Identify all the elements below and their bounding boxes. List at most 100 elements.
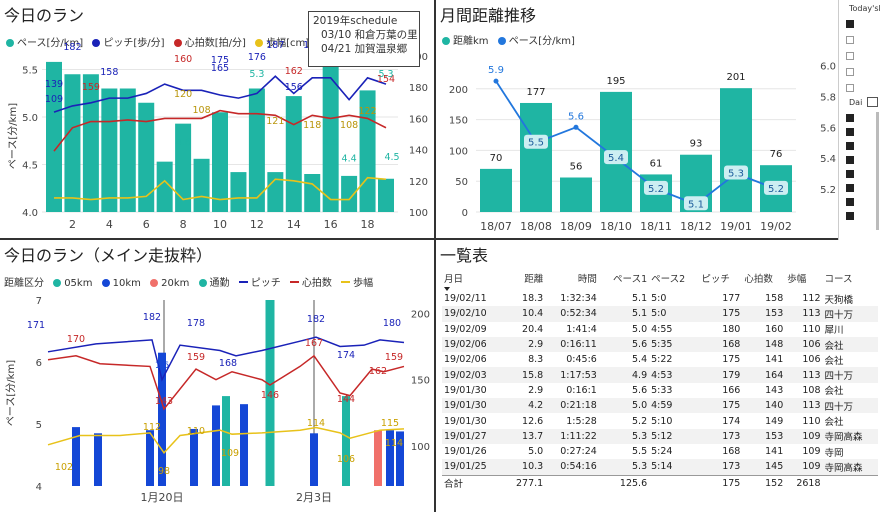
table-row[interactable]: 19/02/06 8.3 0:45:6 5.4 5:22 175 141 106 会社 — [442, 352, 878, 367]
tick-label-x: 19/02 — [760, 220, 792, 233]
bar — [193, 158, 210, 212]
bar — [248, 88, 265, 212]
tick-label-y2: 100 — [409, 208, 428, 219]
table-cell: 1:32:34 — [560, 293, 597, 305]
data-label: 5.1 — [688, 199, 704, 210]
table-cell: 会社 — [824, 417, 844, 429]
tick-label-x: 6 — [143, 218, 150, 231]
table-cell: 13.7 — [504, 428, 546, 444]
table-row[interactable]: 19/01/30 4.2 0:21:18 5.0 4:59 175 140 113 四十万 — [442, 398, 878, 414]
table-row[interactable]: 19/02/06 2.9 0:16:11 5.6 5:35 168 148 106 会社 — [442, 336, 878, 353]
table-row[interactable]: 19/01/30 12.6 1:5:28 5.2 5:10 174 149 110 会社 — [442, 413, 878, 429]
tick-label-x: 19/01 — [720, 220, 752, 233]
table-row[interactable]: 19/01/30 2.9 0:16:1 5.6 5:33 166 143 108 会社 — [442, 383, 878, 398]
slicer-checkbox[interactable] — [846, 52, 854, 60]
sort-desc-icon[interactable] — [444, 287, 450, 291]
tick-label-x: 10 — [213, 218, 227, 231]
table-row[interactable]: 19/02/09 20.4 1:41:4 5.0 4:55 180 160 110 犀川 — [442, 322, 878, 337]
column-header[interactable]: 心拍数 — [744, 274, 773, 285]
table-row[interactable]: 19/01/25 10.3 0:54:16 5.3 5:14 173 145 109 寺岡高森 — [442, 459, 878, 476]
table-cell: 5.1 — [632, 293, 648, 305]
expand-icon[interactable] — [867, 97, 878, 107]
scrollbar[interactable] — [876, 112, 879, 230]
tick-label-y: 4.5 — [22, 161, 38, 172]
tick-label-x: 18 — [361, 218, 375, 231]
table-row[interactable]: 19/02/03 15.8 1:17:53 4.9 4:53 179 164 113 四十万 — [442, 367, 878, 383]
main-run-chart: 4 5 6 7 100 150 200 ペース[分/km] 1月20日 2月3日 171 182 178… — [5, 296, 430, 504]
data-label: 159 — [187, 352, 205, 363]
panel-title: 今日のラン（メイン走抜粋） — [4, 246, 213, 265]
slicer-title: Today'sR — [849, 4, 880, 13]
column-header[interactable]: 時間 — [577, 274, 597, 285]
column-header[interactable]: 歩幅 — [787, 274, 807, 285]
tick-label-x: 2 — [69, 218, 76, 231]
slicer-checkbox[interactable] — [846, 184, 854, 192]
table-row[interactable]: 19/02/10 10.4 0:52:34 5.1 5:0 175 153 113 四十万 — [442, 306, 878, 322]
table-cell: 5.6 — [598, 336, 650, 353]
slicer-checkbox[interactable] — [846, 128, 854, 136]
bar — [212, 405, 220, 486]
table-row[interactable]: 19/01/26 5.0 0:27:24 5.5 5:24 168 141 109 寺岡 — [442, 444, 878, 459]
panel-todays-run: 今日のラン ペース[分/km] ピッチ[歩/分] 心拍数[拍/分] 歩幅[cm]… — [0, 0, 434, 238]
slicer-checkbox[interactable] — [846, 84, 854, 92]
table-cell: 1:17:53 — [545, 367, 599, 383]
bar — [64, 74, 81, 212]
table-cell: 12.6 — [522, 415, 544, 427]
tick-label-y2: 160 — [409, 114, 428, 125]
series-line — [54, 176, 387, 201]
data-label: 114 — [385, 438, 403, 449]
bar — [156, 161, 173, 212]
slicer-pane[interactable]: Today'sR Dai — [838, 0, 880, 240]
data-label: 170 — [67, 334, 85, 345]
table-cell: 109 — [785, 428, 823, 444]
axis-title-y: ペース[分/km] — [5, 360, 17, 426]
tick-label-y: 6 — [36, 358, 42, 369]
tick-label-y: 4 — [36, 482, 42, 493]
slicer-checkbox[interactable] — [846, 198, 854, 206]
bar — [378, 178, 394, 212]
column-header[interactable]: ペース1 — [613, 274, 648, 285]
table-cell: 0:27:24 — [560, 446, 597, 458]
legend-item: 心拍数[拍/分] — [184, 38, 246, 49]
slicer-checkbox[interactable] — [846, 20, 854, 28]
column-header[interactable]: ペース2 — [651, 274, 686, 285]
slicer-checkbox[interactable] — [846, 156, 854, 164]
legend-item: 歩幅 — [353, 278, 374, 289]
slicer-checkbox[interactable] — [846, 170, 854, 178]
table-row[interactable]: 19/02/11 18.3 1:32:34 5.1 5:0 177 158 112 天狗橋 — [442, 291, 878, 306]
table-header: 月日 距離 時間 ペース1 ペース2 ピッチ 心拍数 歩幅 コース — [442, 265, 878, 291]
bar — [322, 62, 339, 212]
table-cell — [649, 474, 700, 491]
table-cell: 153 — [742, 306, 786, 322]
bar — [374, 430, 382, 486]
tick-label-y2: 6.0 — [820, 62, 836, 73]
table-cell: 177 — [722, 293, 741, 305]
slicer-checkbox[interactable] — [846, 114, 854, 122]
column-header[interactable]: 月日 — [444, 274, 464, 285]
data-label: 178 — [187, 318, 205, 329]
data-label: 195 — [606, 76, 625, 87]
data-label: 160 — [174, 54, 192, 65]
data-label: 122 — [358, 106, 376, 117]
slicer-checkbox[interactable] — [846, 212, 854, 220]
divider — [0, 238, 880, 240]
column-header[interactable]: 距離 — [524, 274, 544, 285]
combo-chart: 4.04.55.05.5100120140160180200ペース[分/km]2… — [7, 40, 428, 231]
chart-legend: 距離km ペース[分/km] — [436, 32, 575, 47]
table-cell: 0:54:16 — [545, 459, 599, 476]
table-cell: 10.4 — [504, 306, 546, 322]
slicer-checkbox[interactable] — [846, 142, 854, 150]
panel-title: 一覧表 — [440, 246, 489, 265]
column-header[interactable]: コース — [824, 274, 853, 285]
slicer-checkbox[interactable] — [846, 36, 854, 44]
bar — [267, 172, 284, 212]
table-total-row[interactable]: 合計 277.1 125.6 175 152 2618 — [442, 474, 878, 491]
table-cell: 2.9 — [504, 336, 546, 353]
table-row[interactable]: 19/01/27 13.7 1:11:22 5.3 5:12 173 153 109 寺岡高森 — [442, 428, 878, 444]
column-header[interactable]: ピッチ — [701, 274, 730, 285]
table-cell: 5.0 — [528, 446, 544, 458]
slicer-checkbox[interactable] — [846, 68, 854, 76]
bar — [222, 396, 230, 486]
table-cell: 19/02/09 — [444, 323, 487, 335]
table-cell: 0:52:34 — [545, 306, 599, 322]
